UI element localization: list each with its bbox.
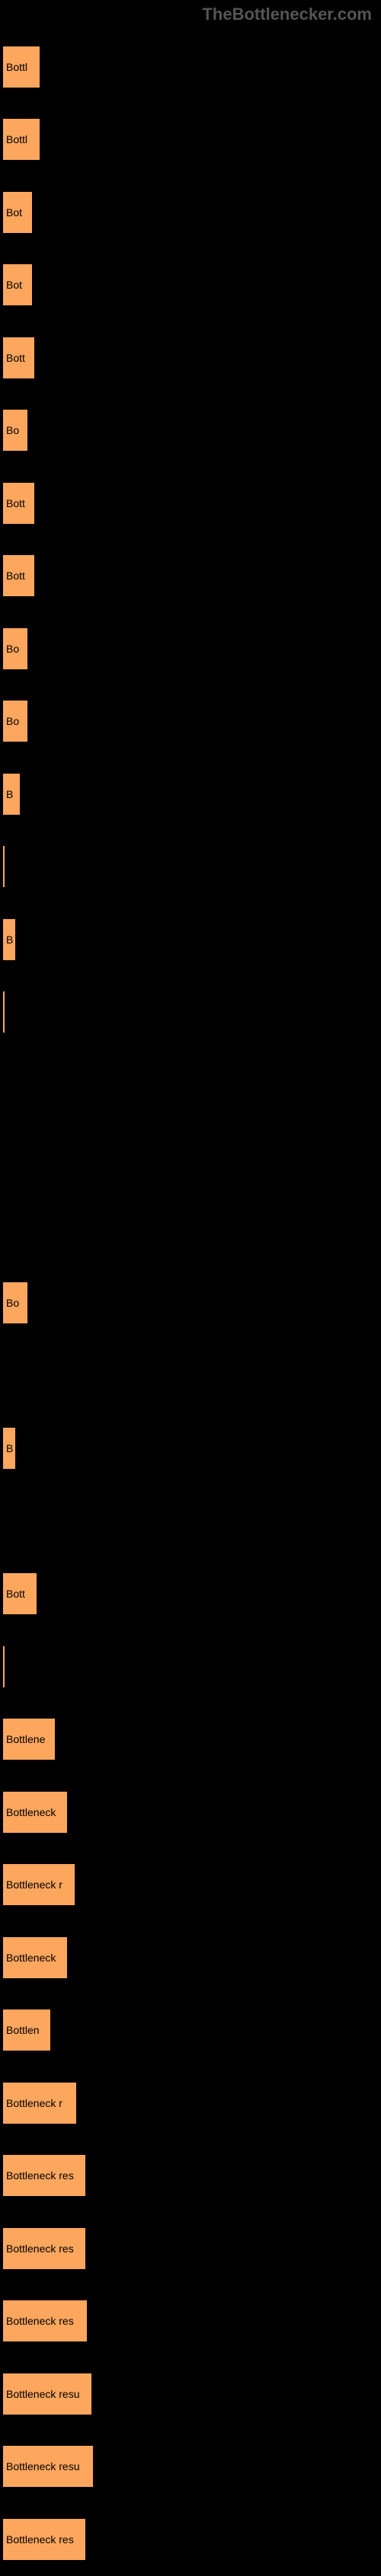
bar: Bo [2, 627, 29, 671]
bar-row: B [2, 758, 381, 831]
bar-label: Bottleneck res [6, 2533, 74, 2546]
bar-label: Bo [6, 643, 19, 655]
bar-row [2, 976, 381, 1049]
site-name: TheBottlenecker.com [202, 5, 372, 24]
bar-row: Bott [2, 321, 381, 394]
bar-row: Bottleneck r [2, 2067, 381, 2140]
bar-row: Bo [2, 685, 381, 758]
bar: Bottleneck [2, 1790, 69, 1834]
bar-row: B [2, 903, 381, 976]
bar-row [2, 1485, 381, 1558]
bar: Bott [2, 336, 36, 380]
bar: Bottleneck res [2, 2226, 87, 2271]
bar: Bott [2, 481, 36, 525]
bar-row: Bottlene [2, 1703, 381, 1776]
bar: Bottleneck res [2, 2517, 87, 2562]
bar-label: B [6, 934, 13, 946]
bar-row: Bott [2, 467, 381, 540]
bar-row: Bot [2, 249, 381, 322]
bar-row: Bo [2, 394, 381, 468]
bar-label: Bottleneck r [6, 2097, 62, 2109]
bar-row: Bottl [2, 104, 381, 177]
bar: Bottleneck res [2, 2299, 88, 2343]
bar: Bot [2, 190, 34, 235]
bar-row: Bottleneck res [2, 2140, 381, 2213]
bar-label: Bottl [6, 61, 27, 73]
bar-label: Bo [6, 1297, 19, 1309]
bar-label: Bottlene [6, 1733, 45, 1745]
bar: Bottleneck resu [2, 2444, 94, 2488]
bar-label: Bottleneck res [6, 2242, 74, 2255]
bar-label: Bottleneck res [6, 2169, 74, 2182]
bar-row: Bottleneck [2, 1921, 381, 1994]
bar-row: Bottleneck res [2, 2212, 381, 2285]
bar-row [2, 1122, 381, 1195]
bar: B [2, 918, 17, 962]
bar-label: Bottleneck resu [6, 2460, 80, 2472]
bar-label: Bo [6, 424, 19, 436]
bar: B [2, 1426, 17, 1470]
bar-label: Bottl [6, 133, 27, 145]
bar-label: Bottleneck r [6, 1879, 62, 1891]
bar-row [2, 1049, 381, 1122]
bar: Bottleneck r [2, 2081, 78, 2125]
bar-row: Bottleneck resu [2, 2431, 381, 2504]
bar [2, 1645, 6, 1689]
bar: Bottl [2, 45, 41, 89]
bar-label: Bottlen [6, 2024, 40, 2036]
bar: Bottleneck resu [2, 2372, 93, 2416]
bar-label: Bottleneck [6, 1952, 56, 1964]
bar-row: Bott [2, 540, 381, 613]
bar [2, 844, 6, 889]
bar: Bottl [2, 117, 41, 161]
bar-label: Bo [6, 715, 19, 727]
bar: B [2, 772, 21, 816]
bar: Bo [2, 1281, 29, 1325]
bottleneck-bar-chart: Bottl Bottl Bot Bot Bott Bo Bott Bott Bo Bo B B Bo B B… [0, 24, 381, 2576]
site-header: TheBottlenecker.com [0, 0, 381, 24]
bar: Bott [2, 554, 36, 598]
bar-label: Bottleneck res [6, 2315, 74, 2327]
bar-row: Bottleneck [2, 1776, 381, 1849]
bar-row: Bo [2, 612, 381, 685]
bar: Bottleneck res [2, 2153, 87, 2198]
bar-label: Bot [6, 206, 22, 219]
bar-row: Bot [2, 176, 381, 249]
bar-row: Bott [2, 1558, 381, 1631]
bar: Bot [2, 263, 34, 307]
bar-row [2, 1339, 381, 1412]
bar-label: B [6, 1442, 13, 1454]
bar-row: Bo [2, 1267, 381, 1340]
bar: Bottlene [2, 1717, 56, 1761]
bar-label: Bottleneck resu [6, 2388, 80, 2400]
bar [2, 990, 6, 1034]
bar-label: Bott [6, 570, 25, 582]
bar-label: Bott [6, 1588, 25, 1600]
bar-label: B [6, 788, 13, 800]
bar-row: Bottleneck res [2, 2503, 381, 2576]
bar-label: Bot [6, 279, 22, 291]
bar-label: Bott [6, 352, 25, 364]
bar: Bo [2, 699, 29, 743]
bar: Bo [2, 408, 29, 452]
bar: Bottlen [2, 2008, 52, 2052]
bar-row: Bottleneck res [2, 2285, 381, 2358]
bar-row [2, 1630, 381, 1703]
bar-row [2, 831, 381, 904]
bar-row: Bottl [2, 30, 381, 104]
bar-row: Bottleneck r [2, 1849, 381, 1922]
bar: Bottleneck r [2, 1863, 76, 1907]
bar-label: Bottleneck [6, 1806, 56, 1818]
bar-row: B [2, 1412, 381, 1486]
bar-row: Bottleneck resu [2, 2357, 381, 2431]
bar-row [2, 1194, 381, 1267]
bar-label: Bott [6, 497, 25, 509]
bar: Bott [2, 1572, 38, 1616]
bar-row: Bottlen [2, 1994, 381, 2067]
bar: Bottleneck [2, 1936, 69, 1980]
